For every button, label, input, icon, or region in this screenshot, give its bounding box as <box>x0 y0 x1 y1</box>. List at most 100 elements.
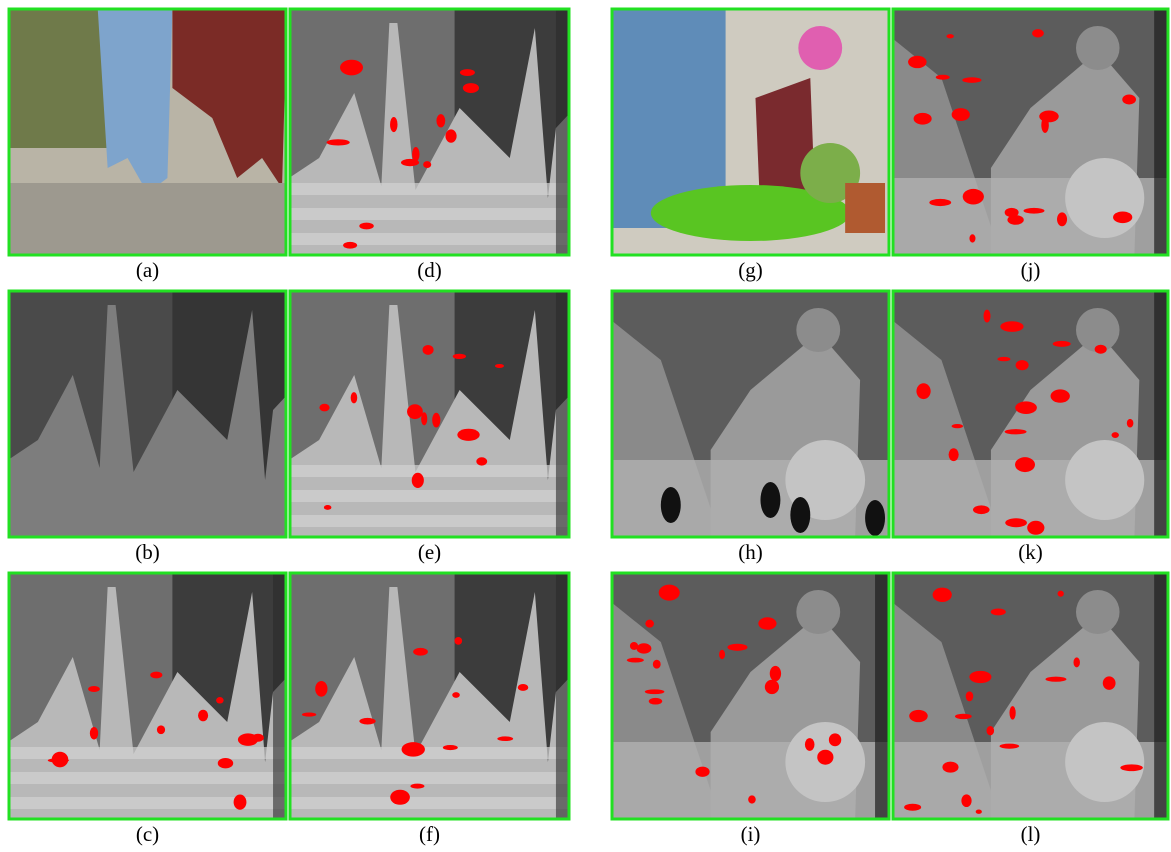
error-region <box>987 726 995 735</box>
image-part <box>98 8 173 193</box>
panel-image <box>611 290 890 538</box>
panel <box>892 8 1169 256</box>
image-part <box>289 772 570 784</box>
error-region <box>423 161 431 168</box>
error-region <box>727 644 747 651</box>
panel <box>289 572 570 820</box>
error-region <box>454 637 462 645</box>
error-region <box>359 223 374 230</box>
image-part <box>8 183 287 256</box>
error-region <box>946 34 953 38</box>
panel <box>8 572 287 820</box>
error-region <box>1095 345 1107 354</box>
error-region <box>653 660 661 669</box>
error-region <box>412 473 424 488</box>
error-region <box>319 404 329 412</box>
error-region <box>1113 211 1132 223</box>
image-part <box>661 487 681 523</box>
error-region <box>933 588 952 602</box>
error-region <box>476 457 487 465</box>
panel-label: (g) <box>738 258 763 282</box>
error-region <box>659 585 680 601</box>
figure: (a)(d)(g)(j)(b)(e)(h)(k)(c)(f)(i)(l) <box>0 0 1171 852</box>
error-region <box>649 698 663 705</box>
panel <box>892 290 1169 538</box>
error-region <box>88 686 100 692</box>
image-part <box>790 497 810 533</box>
error-region <box>359 718 375 725</box>
image-part <box>289 233 570 245</box>
error-region <box>627 658 644 663</box>
image-part <box>796 308 840 352</box>
error-region <box>1053 341 1071 347</box>
error-region <box>1024 208 1045 214</box>
panel-label: (a) <box>136 258 159 282</box>
error-region <box>252 734 264 742</box>
error-region <box>1005 429 1027 434</box>
error-region <box>1120 764 1143 771</box>
image-part <box>289 465 570 477</box>
error-region <box>1045 677 1066 682</box>
error-region <box>1103 676 1116 689</box>
error-region <box>1127 419 1134 428</box>
panel-label: (b) <box>135 540 160 564</box>
image-part <box>289 490 570 502</box>
error-region <box>157 725 165 734</box>
panel-image <box>611 572 890 820</box>
error-region <box>1073 657 1079 667</box>
panel-label: (j) <box>1021 258 1041 282</box>
image-part <box>289 747 570 759</box>
error-region <box>410 784 424 789</box>
error-region <box>436 114 445 127</box>
error-region <box>1058 591 1064 597</box>
image-part <box>798 26 842 70</box>
error-region <box>758 617 776 629</box>
error-region <box>929 199 951 206</box>
error-region <box>390 790 410 805</box>
image-part <box>1065 722 1144 802</box>
error-region <box>327 139 350 145</box>
error-region <box>817 750 833 765</box>
panel <box>8 290 287 538</box>
error-region <box>829 733 841 746</box>
panel-image <box>892 8 1169 256</box>
error-region <box>966 691 974 701</box>
panel <box>289 8 570 256</box>
image-part <box>289 183 570 195</box>
error-region <box>962 77 981 83</box>
error-region <box>645 689 665 694</box>
error-region <box>1000 321 1023 332</box>
error-region <box>1041 117 1049 133</box>
error-region <box>518 684 529 691</box>
image-part <box>8 772 287 784</box>
error-region <box>453 354 466 359</box>
panel <box>8 8 287 256</box>
error-region <box>1015 401 1037 414</box>
error-region <box>445 129 456 142</box>
error-region <box>1005 518 1027 527</box>
panel <box>289 290 570 538</box>
error-region <box>90 727 98 740</box>
panel-image <box>289 290 570 538</box>
panel-image <box>8 290 287 538</box>
error-region <box>976 810 982 814</box>
image-part <box>1065 158 1144 238</box>
image-part <box>845 183 885 233</box>
error-region <box>916 383 930 399</box>
panel-label: (h) <box>738 540 763 564</box>
error-region <box>150 672 162 679</box>
panel-image <box>289 572 570 820</box>
error-region <box>973 505 990 514</box>
error-region <box>324 505 332 510</box>
error-region <box>952 108 970 121</box>
error-region <box>452 692 460 698</box>
panel-image <box>8 572 287 820</box>
error-region <box>432 413 440 428</box>
error-region <box>963 189 984 205</box>
panel-image <box>892 572 1169 820</box>
error-region <box>198 710 208 722</box>
error-region <box>908 56 927 68</box>
image-part <box>289 208 570 220</box>
error-region <box>463 83 479 93</box>
error-region <box>402 742 425 756</box>
